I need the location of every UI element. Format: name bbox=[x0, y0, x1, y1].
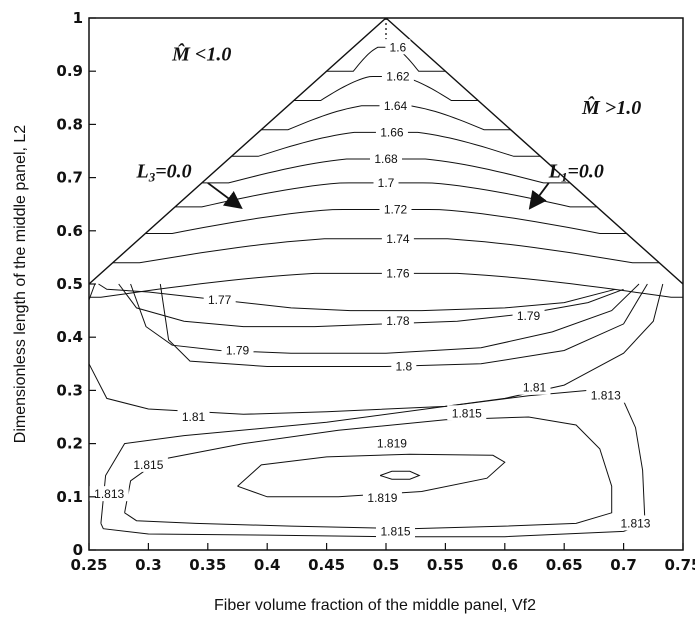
m-hat-greater-label: M̂ >1.0 bbox=[581, 94, 641, 118]
contour-line-1.77 bbox=[99, 284, 616, 311]
x-tick-label: 0.35 bbox=[189, 556, 226, 574]
x-tick-label: 0.7 bbox=[610, 556, 637, 574]
y-tick-label: 0.9 bbox=[56, 62, 83, 80]
contour-label: 1.815 bbox=[133, 458, 163, 472]
contour-line-1.815 bbox=[125, 417, 612, 529]
x-tick-label: 0.5 bbox=[373, 556, 400, 574]
contour-label: 1.76 bbox=[386, 266, 410, 280]
contour-label: 1.815 bbox=[380, 524, 410, 538]
contour-label: 1.819 bbox=[377, 437, 407, 451]
boundary-l1-line bbox=[386, 18, 683, 284]
x-axis-title: Fiber volume fraction of the middle pane… bbox=[214, 597, 536, 614]
contour-label: 1.64 bbox=[384, 99, 408, 113]
contour-label: 1.819 bbox=[367, 491, 397, 505]
x-tick-label: 0.45 bbox=[308, 556, 345, 574]
y-axis-title: Dimensionless length of the middle panel… bbox=[12, 125, 29, 444]
y-tick-label: 0.1 bbox=[56, 488, 83, 506]
l3-boundary-label: L3=0.0 bbox=[136, 161, 192, 185]
l3-boundary-arrow bbox=[208, 183, 240, 207]
contour-label: 1.79 bbox=[517, 309, 541, 323]
contour-label: 1.813 bbox=[620, 516, 650, 530]
contour-line-1.78 bbox=[119, 284, 624, 327]
contour-label: 1.66 bbox=[380, 125, 404, 139]
y-tick-label: 0.7 bbox=[56, 169, 83, 187]
y-tick-label: 0.2 bbox=[56, 435, 83, 453]
x-tick-label: 0.4 bbox=[254, 556, 281, 574]
contour-label: 1.813 bbox=[591, 389, 621, 403]
y-tick-label: 0.6 bbox=[56, 222, 83, 240]
contour-label: 1.81 bbox=[182, 410, 206, 424]
y-tick-label: 0.8 bbox=[56, 115, 83, 133]
y-tick-label: 1 bbox=[73, 9, 83, 27]
contour-label: 1.815 bbox=[452, 406, 482, 420]
boundary-l3-line bbox=[89, 18, 386, 284]
contour-label: 1.77 bbox=[208, 293, 232, 307]
contour-label: 1.79 bbox=[226, 344, 250, 358]
y-tick-label: 0.5 bbox=[56, 275, 83, 293]
x-tick-label: 0.75 bbox=[664, 556, 695, 574]
plot-area: 1.6 1.62 1.64 1.66 1.68 1.7 1.72 1.74 1.76 1.77 1.… bbox=[74, 18, 695, 550]
contour-label: 1.6 bbox=[390, 40, 407, 54]
contour-label: 1.7 bbox=[378, 176, 395, 190]
contour-label: 1.8 bbox=[395, 359, 412, 373]
contour-label: 1.62 bbox=[386, 70, 410, 84]
l1-boundary-label: L1=0.0 bbox=[548, 161, 604, 185]
y-axis-ticks: 0 0.1 0.2 0.3 0.4 0.5 0.6 0.7 0.8 0.9 1 bbox=[56, 9, 96, 559]
contour-label: 1.74 bbox=[386, 232, 410, 246]
x-tick-label: 0.55 bbox=[427, 556, 464, 574]
y-tick-label: 0 bbox=[73, 541, 83, 559]
contour-label: 1.68 bbox=[374, 152, 398, 166]
contour-labels: 1.6 1.62 1.64 1.66 1.68 1.7 1.72 1.74 1.76 1.77 1.… bbox=[90, 39, 655, 538]
x-tick-label: 0.6 bbox=[492, 556, 519, 574]
x-tick-label: 0.65 bbox=[546, 556, 583, 574]
x-tick-label: 0.3 bbox=[135, 556, 162, 574]
contour-line-1.81 bbox=[89, 284, 663, 414]
contour-label: 1.78 bbox=[386, 314, 410, 328]
y-tick-label: 0.4 bbox=[56, 328, 83, 346]
l1-boundary-arrow bbox=[531, 183, 549, 207]
m-hat-less-label: M̂ <1.0 bbox=[171, 41, 231, 65]
x-axis-ticks: 0.250.30.350.40.450.50.550.60.650.70.75 bbox=[70, 543, 695, 574]
y-tick-label: 0.3 bbox=[56, 381, 83, 399]
contour-label: 1.813 bbox=[94, 487, 124, 501]
contour-label: 1.81 bbox=[523, 381, 547, 395]
contour-label: 1.72 bbox=[384, 203, 408, 217]
contour-line-inner bbox=[380, 471, 419, 479]
